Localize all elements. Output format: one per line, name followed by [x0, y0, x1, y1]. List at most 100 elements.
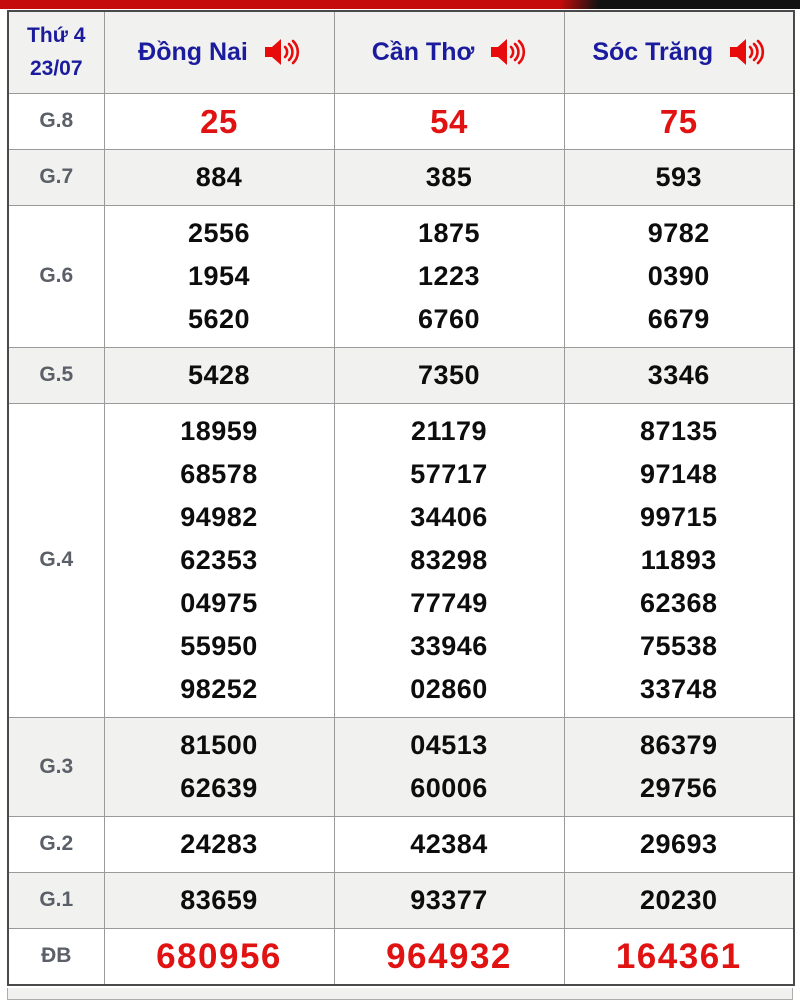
prize-numbers-cell: 884: [103, 148, 335, 206]
lottery-number: 5428: [187, 359, 251, 390]
lottery-number: 97148: [639, 458, 718, 489]
station-name-link[interactable]: Đồng Nai: [138, 37, 248, 66]
prize-numbers-cell: 93377: [333, 871, 565, 929]
results-tbody: G.8 25 54 75 G.7 884 385 593 G.6 2556 1954 5620 1875…: [7, 92, 795, 985]
prize-numbers-cell: 1875 1223 6760: [333, 204, 565, 348]
prize-numbers-cell: 18959 68578 94982 62353 04975 55950 98252: [103, 402, 335, 718]
lottery-number: 62639: [180, 772, 258, 803]
station-column-soc-trang: Sóc Trăng: [563, 10, 795, 94]
prize-label: G.1: [7, 871, 105, 929]
lottery-number: 3346: [647, 359, 710, 390]
lottery-number: 1954: [187, 260, 251, 291]
station-name-link[interactable]: Cần Thơ: [371, 37, 475, 66]
lottery-number: 21179: [410, 415, 488, 446]
lottery-number: 884: [195, 161, 243, 192]
lottery-number: 75538: [639, 630, 718, 661]
station-name-link[interactable]: Sóc Trăng: [592, 37, 714, 66]
prize-row-g7: G.7 884 385 593: [7, 148, 795, 206]
prize-numbers-cell: 54: [333, 92, 565, 150]
prize-numbers-cell: 7350: [333, 346, 565, 404]
lottery-number: 6760: [417, 303, 481, 334]
lottery-number: 62368: [639, 587, 718, 618]
speaker-icon[interactable]: [490, 37, 526, 67]
lottery-number: 7350: [417, 359, 481, 390]
prize-row-b: ĐB 680956 964932 164361: [7, 927, 795, 985]
speaker-icon[interactable]: [264, 37, 300, 67]
lottery-number: 1875: [417, 217, 481, 248]
station-column-dong-nai: Đồng Nai: [103, 10, 335, 94]
lottery-number: 29756: [639, 772, 718, 803]
speaker-icon[interactable]: [729, 37, 765, 67]
lottery-number: 75: [659, 102, 698, 140]
lottery-number: 77749: [410, 587, 488, 618]
top-accent-bar: [0, 0, 800, 9]
prize-row-g5: G.5 5428 7350 3346: [7, 346, 795, 404]
prize-numbers-cell: 9782 0390 6679: [563, 204, 795, 348]
prize-numbers-cell: 593: [563, 148, 795, 206]
station-column-can-tho: Cần Thơ: [333, 10, 565, 94]
draw-weekday: Thứ 4: [27, 23, 86, 47]
lottery-number: 57717: [410, 458, 488, 489]
lottery-number: 5620: [187, 303, 251, 334]
prize-label: G.5: [7, 346, 105, 404]
lottery-number: 33946: [410, 630, 488, 661]
lottery-number: 02860: [410, 673, 488, 704]
lottery-number: 29693: [639, 828, 718, 859]
prize-numbers-cell: 86379 29756: [563, 716, 795, 817]
lottery-number: 1223: [417, 260, 481, 291]
prize-numbers-cell: 964932: [333, 927, 565, 985]
lottery-number: 11893: [640, 544, 717, 575]
lottery-number: 385: [425, 161, 473, 192]
prize-row-g4: G.4 18959 68578 94982 62353 04975 55950 98252 21…: [7, 402, 795, 718]
prize-numbers-cell: 29693: [563, 815, 795, 873]
lottery-number: 55950: [180, 630, 258, 661]
prize-numbers-cell: 24283: [103, 815, 335, 873]
prize-row-g2: G.2 24283 42384 29693: [7, 815, 795, 873]
lottery-number: 6679: [647, 303, 710, 334]
lottery-number: 98252: [180, 673, 258, 704]
prize-numbers-cell: 680956: [103, 927, 335, 985]
prize-numbers-cell: 81500 62639: [103, 716, 335, 817]
prize-numbers-cell: 20230: [563, 871, 795, 929]
lottery-number: 93377: [410, 884, 488, 915]
lottery-number: 34406: [410, 501, 488, 532]
prize-label: ĐB: [7, 927, 105, 985]
prize-label: G.3: [7, 716, 105, 817]
lottery-number: 68578: [180, 458, 258, 489]
prize-label: G.4: [7, 402, 105, 718]
lottery-results-container: Thứ 4 23/07 Đồng Nai: [0, 9, 800, 986]
lottery-number: 60006: [410, 772, 488, 803]
prize-label: G.6: [7, 204, 105, 348]
lottery-number: 86379: [639, 729, 718, 760]
prize-numbers-cell: 25: [103, 92, 335, 150]
draw-date: 23/07: [29, 57, 83, 81]
prize-numbers-cell: 5428: [103, 346, 335, 404]
lottery-number: 20230: [639, 884, 718, 915]
prize-numbers-cell: 42384: [333, 815, 565, 873]
lottery-number: 42384: [410, 828, 488, 859]
lottery-number: 593: [655, 161, 703, 192]
header-row: Thứ 4 23/07 Đồng Nai: [7, 10, 795, 94]
lottery-number: 54: [430, 102, 468, 140]
lottery-number: 94982: [180, 501, 258, 532]
prize-numbers-cell: 75: [563, 92, 795, 150]
prize-row-g3: G.3 81500 62639 04513 60006 86379 29756: [7, 716, 795, 817]
lottery-number: 04513: [410, 729, 488, 760]
lottery-number: 0390: [647, 260, 710, 291]
lottery-number: 62353: [180, 544, 258, 575]
lottery-number: 9782: [647, 217, 710, 248]
lottery-number: 18959: [180, 415, 258, 446]
prize-row-g8: G.8 25 54 75: [7, 92, 795, 150]
prize-numbers-cell: 87135 97148 99715 11893 62368 75538 33748: [563, 402, 795, 718]
lottery-number: 04975: [180, 587, 258, 618]
lottery-number: 25: [200, 102, 238, 140]
lottery-number: 83659: [180, 884, 258, 915]
prize-numbers-cell: 385: [333, 148, 565, 206]
lottery-results-table: Thứ 4 23/07 Đồng Nai: [7, 10, 795, 986]
lottery-number: 2556: [187, 217, 251, 248]
prize-numbers-cell: 21179 57717 34406 83298 77749 33946 02860: [333, 402, 565, 718]
prize-label: G.8: [7, 92, 105, 150]
prize-numbers-cell: 83659: [103, 871, 335, 929]
lottery-number: 33748: [639, 673, 718, 704]
lottery-number: 83298: [410, 544, 488, 575]
